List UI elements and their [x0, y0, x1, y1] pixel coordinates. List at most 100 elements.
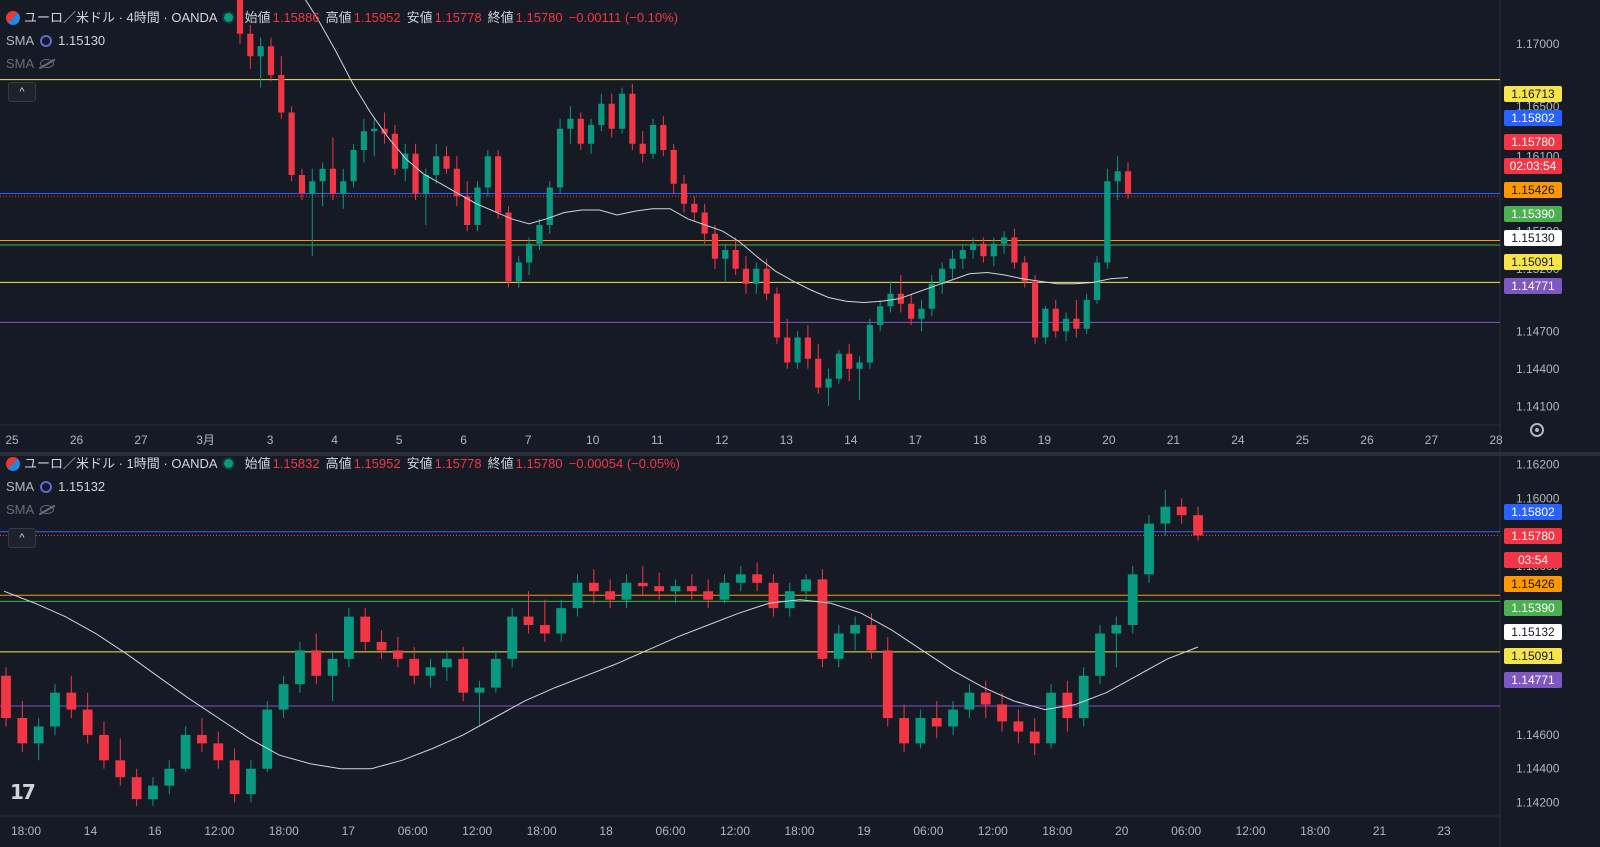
candle-body	[148, 785, 158, 800]
time-tick-label: 20	[1102, 433, 1116, 447]
price-label-text: 1.16713	[1511, 87, 1555, 101]
time-tick-label: 18:00	[1042, 824, 1072, 838]
collapse-legend-button[interactable]: ^	[8, 82, 36, 102]
collapse-legend-button[interactable]: ^	[8, 528, 36, 548]
candle-body	[850, 625, 860, 634]
chart-pane-1h[interactable]: 1.162001.160001.156001.152001.146001.144…	[0, 456, 1600, 847]
candle-body	[701, 212, 708, 234]
candle-body	[1124, 171, 1132, 194]
candle-body	[1176, 506, 1187, 516]
candle-body	[484, 156, 491, 188]
indicator-sma-2[interactable]: SMA	[6, 52, 678, 75]
open-label: 始値	[244, 456, 271, 471]
candle-body	[649, 125, 657, 154]
time-tick-label: 12:00	[720, 824, 750, 838]
sma-line	[3, 590, 1199, 770]
symbol-row[interactable]: ユーロ／米ドル · 4時間 · OANDA 始値 1.15886 高値 1.1595…	[6, 6, 678, 29]
candle-body	[327, 658, 338, 676]
candle-body	[817, 579, 828, 659]
price-label-box	[1504, 230, 1562, 246]
candle-body	[948, 709, 958, 727]
candle-body	[1073, 318, 1080, 329]
candle-body	[33, 726, 44, 744]
time-tick-label: 28	[1489, 433, 1503, 447]
indicator-name: SMA	[6, 479, 35, 494]
candle-body	[536, 225, 543, 244]
indicator-sma-2[interactable]: SMA	[6, 498, 680, 521]
candle-body	[928, 283, 935, 309]
candle-body	[801, 579, 812, 592]
candle-body	[686, 586, 697, 592]
symbol-title[interactable]: ユーロ／米ドル · 4時間 · OANDA	[24, 10, 218, 25]
candle-body	[278, 75, 285, 113]
candle-body	[639, 143, 646, 154]
candle-body	[1083, 300, 1090, 329]
candle-body	[474, 187, 481, 225]
settings-icon[interactable]	[1530, 423, 1544, 437]
indicator-sma-1[interactable]: SMA 1.15130	[6, 29, 678, 52]
chart-canvas-4h[interactable]: 1.170001.165001.161001.158001.155001.152…	[0, 0, 1600, 452]
indicator-value: 1.15130	[58, 33, 106, 48]
candle-body	[637, 582, 648, 587]
price-tick-label: 1.16000	[1516, 491, 1560, 505]
time-tick-label: 10	[586, 433, 600, 447]
time-tick-label: 18	[973, 433, 987, 447]
pane-divider[interactable]	[0, 452, 1600, 456]
eye-hidden-icon[interactable]	[40, 59, 55, 68]
price-label-text: 1.15132	[1511, 625, 1555, 639]
price-label-box	[1504, 182, 1562, 198]
candle-body	[66, 692, 77, 710]
candle-body	[915, 718, 926, 744]
price-tick-label: 1.16500	[1516, 99, 1560, 113]
price-label-box	[1504, 86, 1562, 102]
candle-body	[412, 153, 419, 194]
price-label-text: 1.15780	[1511, 135, 1555, 149]
time-tick-label: 25	[5, 433, 19, 447]
candle-body	[257, 46, 264, 57]
price-label-box	[1504, 206, 1562, 222]
candle-body	[288, 112, 295, 175]
time-tick-label: 16	[148, 824, 162, 838]
chart-pane-4h[interactable]: 1.170001.165001.161001.158001.155001.152…	[0, 0, 1600, 452]
price-tick-label: 1.14200	[1516, 796, 1560, 810]
candle-body	[350, 150, 357, 182]
time-tick-label: 18:00	[784, 824, 814, 838]
symbol-row[interactable]: ユーロ／米ドル · 1時間 · OANDA 始値 1.15832 高値 1.1595…	[6, 456, 680, 475]
candle-body	[608, 103, 615, 129]
chart-canvas-1h[interactable]: 1.162001.160001.156001.152001.146001.144…	[0, 456, 1600, 847]
time-tick-label: 19	[1038, 433, 1052, 447]
candle-body	[425, 667, 436, 676]
high-value: 1.15952	[353, 456, 401, 471]
candle-body	[505, 212, 512, 282]
price-label-text: 1.15390	[1511, 601, 1555, 615]
loading-icon	[40, 480, 53, 493]
time-tick-label: 26	[1360, 433, 1374, 447]
close-label: 終値	[487, 10, 514, 25]
candle-body	[752, 574, 763, 583]
loading-icon	[40, 34, 53, 47]
indicator-sma-1[interactable]: SMA 1.15132	[6, 475, 680, 498]
symbol-title[interactable]: ユーロ／米ドル · 1時間 · OANDA	[24, 456, 218, 471]
eye-hidden-icon[interactable]	[40, 505, 55, 514]
time-tick-label: 18:00	[11, 824, 41, 838]
time-tick-label: 14	[84, 824, 98, 838]
candle-body	[980, 692, 991, 705]
candle-body	[433, 156, 440, 175]
candle-body	[298, 175, 306, 194]
candle-body	[670, 150, 677, 184]
candle-body	[556, 128, 564, 188]
candle-body	[1021, 262, 1028, 282]
candle-body	[99, 734, 109, 761]
time-tick-label: 06:00	[398, 824, 428, 838]
tradingview-logo[interactable]: 17	[10, 780, 36, 804]
candle-body	[773, 293, 781, 338]
candle-body	[1052, 308, 1059, 332]
price-label-box	[1504, 648, 1562, 664]
price-tick-label: 1.14700	[1516, 324, 1560, 338]
eurusd-flag-icon	[6, 456, 20, 471]
candle-body	[670, 586, 681, 592]
candle-body	[1144, 523, 1154, 575]
candle-body	[691, 203, 698, 213]
candle-body	[587, 125, 595, 144]
time-tick-label: 06:00	[913, 824, 943, 838]
